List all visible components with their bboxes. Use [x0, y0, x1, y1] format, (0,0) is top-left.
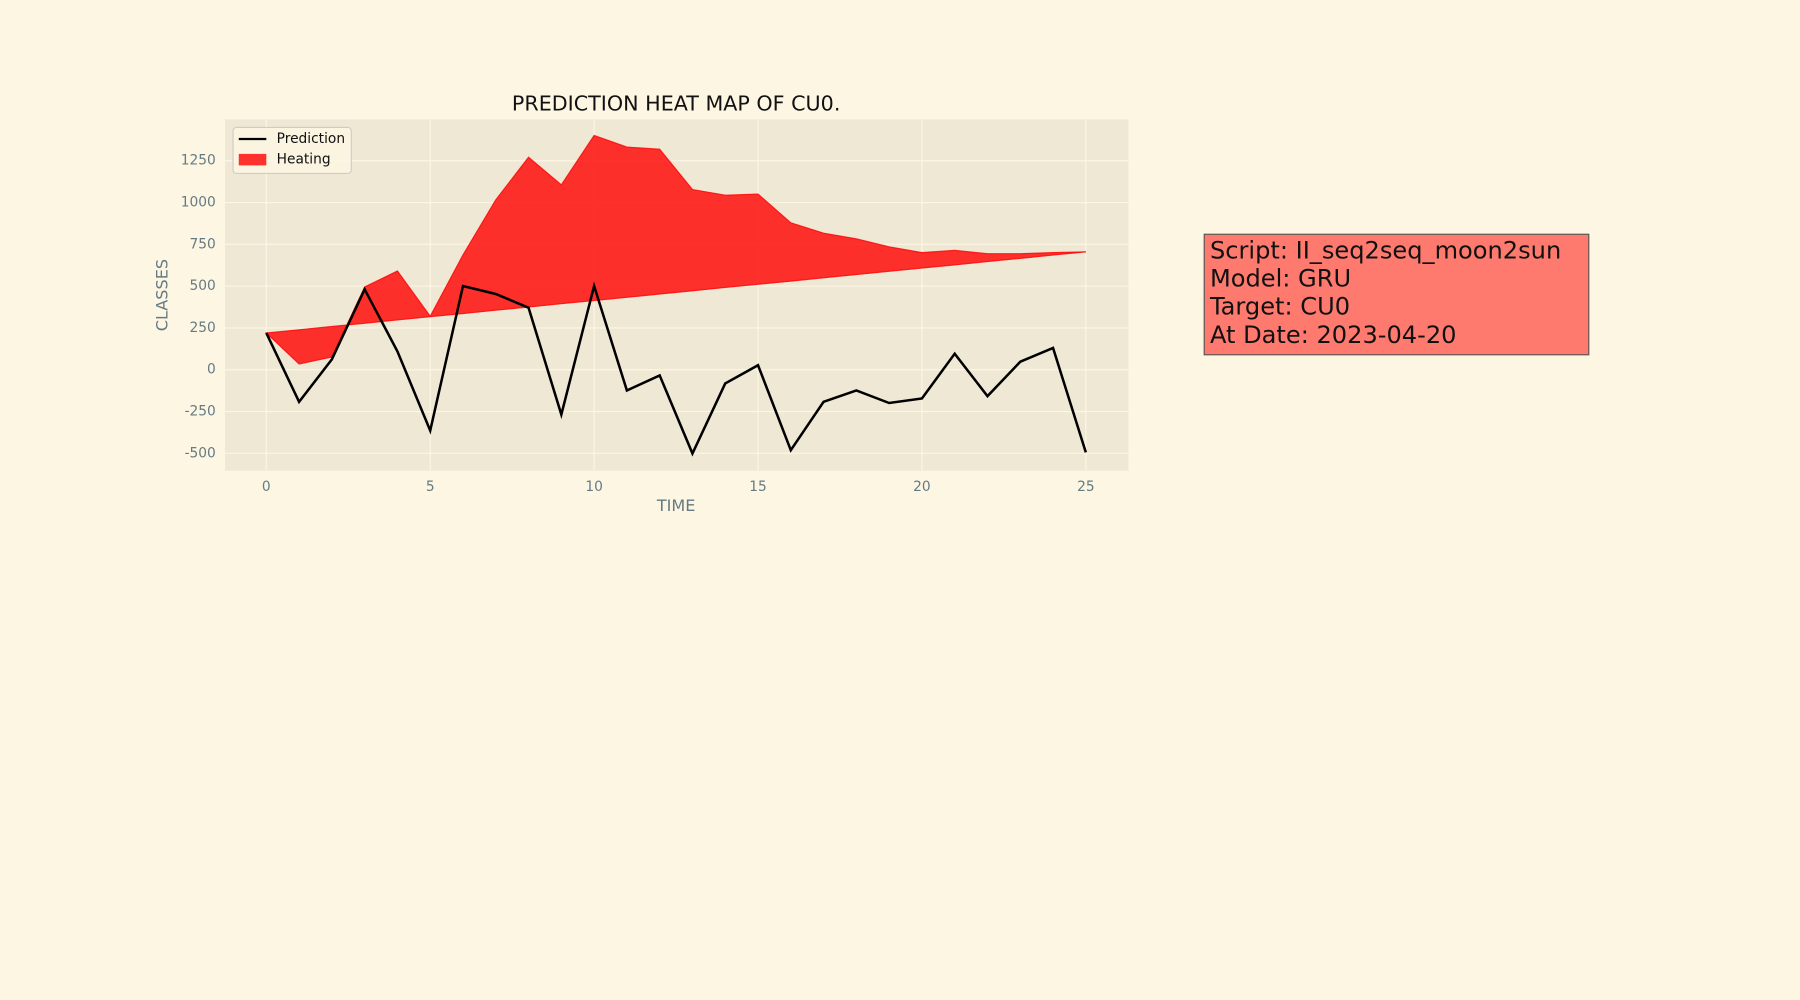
legend-swatch	[238, 153, 267, 166]
y-tick-label: 0	[207, 362, 216, 378]
x-tick-label: 25	[1077, 479, 1095, 495]
y-tick-label: 500	[190, 278, 216, 294]
y-tick-label: 750	[190, 236, 216, 252]
x-axis-label: TIME	[656, 496, 696, 515]
y-tick-label: 1000	[181, 195, 216, 211]
annotation-bg	[1203, 233, 1590, 356]
annotation-line: At Date: 2023-04-20	[1210, 321, 1457, 349]
heating-area	[264, 134, 1086, 365]
annotation-line: Target: CU0	[1209, 293, 1350, 321]
y-axis-label: CLASSES	[153, 259, 172, 331]
marks	[264, 134, 1088, 457]
legend-label: Prediction	[277, 131, 345, 147]
y-tick-label: 250	[190, 320, 216, 336]
x-tick-label: 10	[585, 479, 603, 495]
y-tick-label: -250	[185, 404, 216, 420]
legend: Prediction Heating	[232, 126, 352, 174]
x-tick-label: 15	[749, 479, 767, 495]
y-tick-label: -500	[185, 445, 216, 461]
chart-title: PREDICTION HEAT MAP OF CU0.	[512, 92, 841, 116]
x-tick-label: 20	[913, 479, 931, 495]
prediction-line	[265, 281, 1088, 457]
legend-label: Heating	[277, 152, 331, 168]
annotation-line: Script: II_seq2seq_moon2sun	[1210, 236, 1561, 264]
x-tick-label: 5	[426, 479, 435, 495]
annotation-line: Model: GRU	[1210, 265, 1351, 293]
y-tick-label: 1250	[181, 153, 216, 169]
x-tick-label: 0	[262, 479, 271, 495]
